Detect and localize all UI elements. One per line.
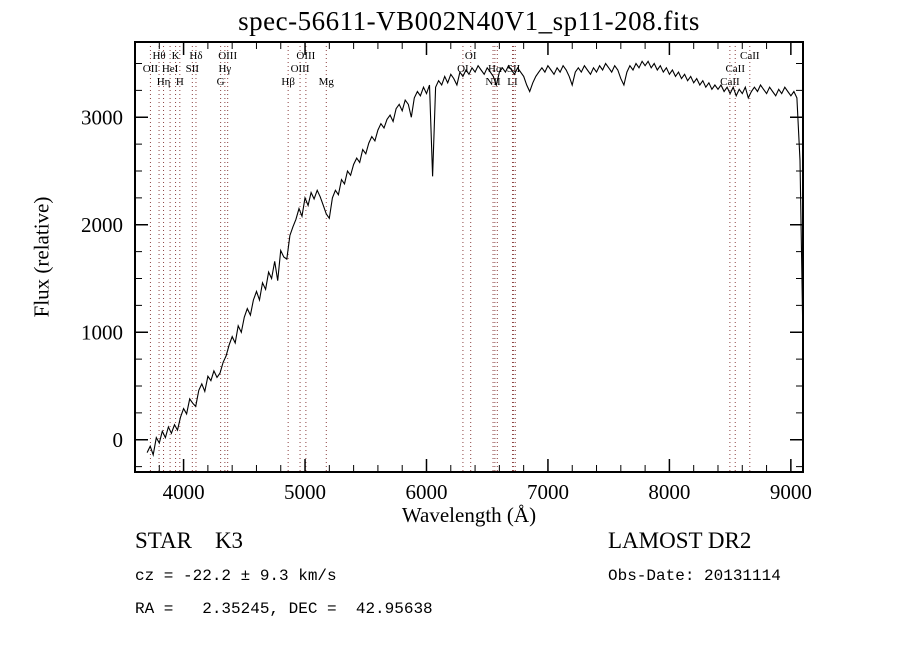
y-tick-label: 1000 xyxy=(81,320,123,344)
spectral-line-label: CaII xyxy=(720,76,740,88)
y-tick-label: 2000 xyxy=(81,213,123,237)
object-class-label: STAR K3 xyxy=(135,528,244,553)
y-tick-label: 0 xyxy=(113,428,124,452)
cz-value: cz = -22.2 ± 9.3 km/s xyxy=(135,567,337,585)
spectral-line-label: Hγ xyxy=(218,63,231,75)
spectral-line-label: OIII xyxy=(296,50,315,62)
x-tick-label: 9000 xyxy=(770,480,812,504)
spectral-line-label: K xyxy=(172,50,180,62)
survey-label: LAMOST DR2 xyxy=(608,528,752,553)
y-axis-label: Flux (relative) xyxy=(29,196,54,318)
spectral-line-label: OIII xyxy=(291,63,310,75)
spectral-line-label: Hβ xyxy=(281,76,295,88)
spectral-line-label: Hη xyxy=(157,76,171,88)
spectral-line-label: LI xyxy=(507,76,518,88)
plot-title: spec-56611-VB002N40V1_sp11-208.fits xyxy=(238,6,700,36)
ra-dec-value: RA = 2.35245, DEC = 42.95638 xyxy=(135,600,433,618)
x-tick-label: 6000 xyxy=(405,480,447,504)
spectral-line-label: Hθ xyxy=(152,50,165,62)
x-tick-label: 7000 xyxy=(527,480,569,504)
spectral-line-label: CaII xyxy=(740,50,760,62)
spectrum-line xyxy=(146,60,804,457)
spectral-line-label: G xyxy=(217,76,225,88)
spectral-line-label: Hδ xyxy=(189,50,202,62)
spectral-line-label: Hα xyxy=(488,63,502,75)
plot-border xyxy=(134,41,804,473)
spectral-line-label: H xyxy=(176,76,184,88)
spectral-line-label: HeI xyxy=(162,63,179,75)
spectral-line-label: SII xyxy=(186,63,200,75)
spectral-line-label: OI xyxy=(457,63,469,75)
obs-date-value: Obs-Date: 20131114 xyxy=(608,567,781,585)
spectral-line-label: Mg xyxy=(319,76,335,88)
spectral-line-label: CaII xyxy=(725,63,745,75)
spectral-line-label: OIII xyxy=(218,50,237,62)
spectral-line-label: SII xyxy=(507,63,521,75)
x-axis-label: Wavelength (Å) xyxy=(401,503,537,527)
x-tick-label: 5000 xyxy=(284,480,326,504)
x-tick-label: 8000 xyxy=(648,480,690,504)
spectral-line-label: OI xyxy=(465,50,477,62)
spectral-line-label: OII xyxy=(143,63,159,75)
x-tick-label: 4000 xyxy=(163,480,205,504)
y-tick-label: 3000 xyxy=(81,105,123,129)
